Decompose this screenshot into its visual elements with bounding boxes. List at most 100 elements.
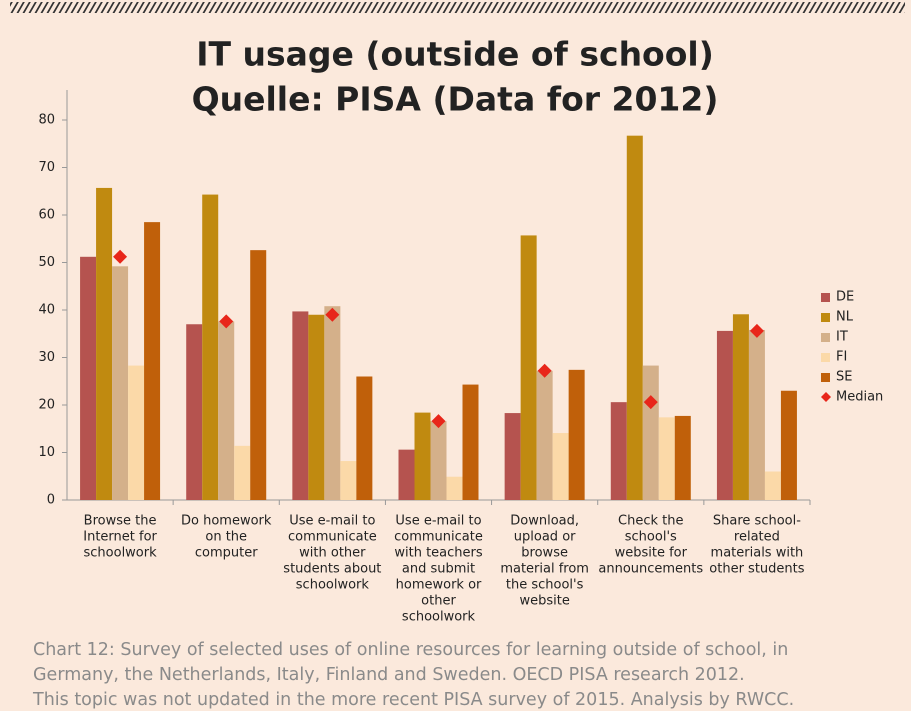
y-tick-label: 60 — [38, 208, 55, 223]
median-marker — [219, 314, 234, 329]
bar — [748, 329, 765, 500]
x-tick-label: other — [421, 594, 456, 609]
x-tick-label: on the — [205, 530, 247, 545]
legend-marker — [821, 392, 831, 402]
x-tick-label: computer — [195, 546, 258, 561]
bar — [504, 413, 521, 500]
y-tick-label: 50 — [38, 255, 55, 270]
bar — [674, 415, 691, 500]
bar — [536, 370, 553, 500]
bar — [642, 365, 659, 500]
y-tick-label: 40 — [38, 303, 55, 318]
legend-label: DE — [836, 290, 854, 305]
bar — [446, 476, 463, 500]
bar — [234, 445, 251, 500]
hatch-stripe — [10, 2, 905, 13]
x-tick-label: Share school- — [713, 514, 801, 529]
x-tick-label: schoolwork — [84, 546, 158, 561]
bar — [144, 222, 161, 500]
y-tick-label: 70 — [38, 160, 55, 175]
bar — [186, 324, 203, 500]
x-tick-label: browse — [521, 546, 568, 561]
legend-label: NL — [836, 310, 854, 325]
x-tick-label: with other — [299, 546, 366, 561]
legend-label: FI — [836, 350, 847, 365]
x-tick-label: website — [519, 594, 569, 609]
median-marker — [749, 323, 764, 338]
legend-label: SE — [836, 370, 852, 385]
legend-swatch — [821, 293, 830, 302]
bar — [626, 135, 643, 501]
x-tick-label: website for — [615, 546, 688, 561]
bar — [764, 471, 781, 500]
y-tick-label: 0 — [47, 493, 55, 508]
y-tick-label: 30 — [38, 350, 55, 365]
bar — [520, 235, 537, 501]
bar — [716, 330, 733, 500]
legend-label: IT — [836, 330, 848, 345]
x-tick-label: other students — [709, 562, 804, 577]
x-tick-label: schoolwork — [402, 610, 476, 625]
bar — [610, 402, 627, 500]
legend-swatch — [821, 353, 830, 362]
x-tick-label: school's — [625, 530, 677, 545]
legend-swatch — [821, 313, 830, 322]
bar — [218, 321, 235, 500]
x-tick-label: upload or — [514, 530, 576, 545]
x-tick-label: Do homework — [181, 514, 272, 529]
bar — [568, 369, 585, 500]
bar — [128, 365, 145, 500]
median-marker — [113, 249, 128, 264]
legend-swatch — [821, 333, 830, 342]
x-tick-label: the school's — [506, 578, 584, 593]
x-tick-label: Browse the — [84, 514, 157, 529]
x-tick-label: homework or — [396, 578, 482, 593]
x-tick-label: related — [734, 530, 780, 545]
legend-label: Median — [836, 390, 883, 405]
caption: This topic was not updated in the more r… — [32, 690, 794, 710]
x-tick-label: communicate — [394, 530, 483, 545]
y-tick-label: 20 — [38, 398, 55, 413]
x-tick-label: Download, — [510, 514, 579, 529]
bar — [250, 250, 267, 500]
bar — [780, 390, 797, 500]
bar — [340, 461, 357, 500]
y-tick-label: 80 — [38, 113, 55, 128]
x-tick-label: Internet for — [83, 530, 157, 545]
bar — [658, 417, 675, 500]
x-tick-label: announcements — [598, 562, 703, 577]
bar — [430, 421, 447, 500]
bar — [308, 314, 325, 500]
bar — [324, 306, 341, 500]
x-tick-label: and submit — [402, 562, 475, 577]
chart-subtitle: Quelle: PISA (Data for 2012) — [192, 80, 719, 119]
chart-title: IT usage (outside of school) — [196, 35, 714, 74]
x-tick-label: materials with — [711, 546, 804, 561]
bar — [398, 449, 415, 500]
x-tick-label: with teachers — [394, 546, 483, 561]
x-tick-label: schoolwork — [296, 578, 370, 593]
median-marker — [537, 363, 552, 378]
median-marker — [431, 414, 446, 429]
bar — [202, 194, 219, 500]
x-tick-label: Check the — [618, 514, 683, 529]
x-tick-label: material from — [500, 562, 589, 577]
bar — [414, 412, 431, 500]
caption: Germany, the Netherlands, Italy, Finland… — [33, 665, 745, 685]
bar — [462, 384, 479, 500]
bar — [112, 266, 129, 500]
legend-swatch — [821, 373, 830, 382]
caption: Chart 12: Survey of selected uses of onl… — [33, 640, 788, 660]
bar — [356, 376, 373, 500]
x-tick-label: Use e-mail to — [289, 514, 375, 529]
y-tick-label: 10 — [38, 445, 55, 460]
median-marker — [643, 395, 658, 410]
x-tick-label: Use e-mail to — [395, 514, 481, 529]
bar — [732, 314, 749, 500]
bar — [292, 311, 309, 500]
x-tick-label: communicate — [288, 530, 377, 545]
bar — [80, 256, 97, 500]
median-marker — [325, 307, 340, 322]
